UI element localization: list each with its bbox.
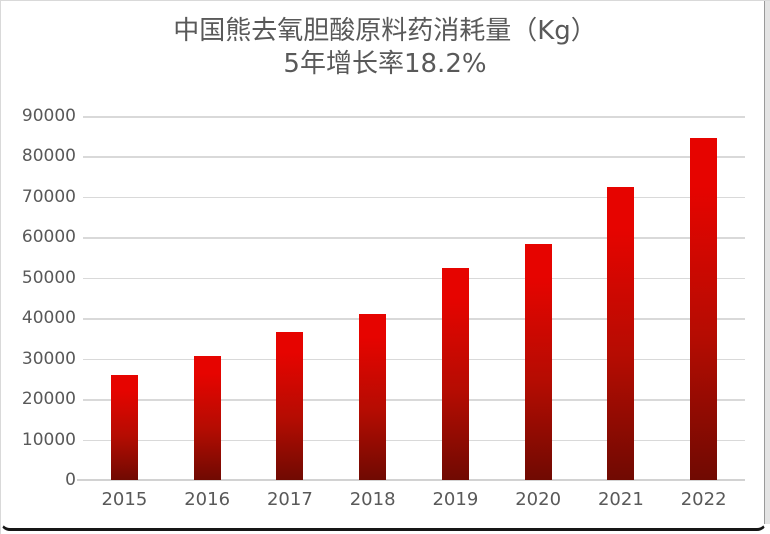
x-tick-label: 2018 [349,489,396,510]
y-tick-label: 0 [65,470,76,490]
chart-title: 中国熊去氧胆酸原料药消耗量（Kg） [173,16,597,46]
y-tick-label: 20000 [21,389,76,410]
y-tick-label: 50000 [21,267,76,288]
gridline [83,156,745,158]
gridline [83,399,745,401]
bar-2016 [193,355,221,480]
x-axis-line [77,479,745,481]
y-tick-label: 70000 [21,186,76,207]
gridline [83,277,745,280]
x-tick-label: 2019 [432,489,479,510]
bar-2015 [110,374,138,480]
bar-2018 [359,314,387,480]
y-tick-label: 40000 [21,308,76,329]
gridline [83,196,745,199]
x-tick-label: 2015 [101,489,148,510]
chart-title-block: 中国熊去氧胆酸原料药消耗量（Kg） 5年增长率18.2% [0,14,770,80]
x-tick-label: 2016 [184,489,231,510]
bar-2022 [690,137,718,480]
gridline [83,318,745,320]
bar-2021 [607,186,635,480]
y-axis: 0 10000 20000 30000 40000 50000 60000 70000 8000… [0,106,76,490]
bar-2017 [276,331,304,480]
y-tick-label: 10000 [21,429,76,450]
gridline [83,439,745,442]
x-tick-label: 2017 [266,489,313,510]
y-tick-label: 80000 [21,146,76,167]
y-tick-label: 60000 [21,227,76,248]
x-tick-label: 2022 [680,489,727,510]
bar-2019 [441,267,469,480]
bars [83,116,745,480]
x-tick-label: 2021 [597,489,644,510]
x-tick-label: 2020 [515,489,562,510]
gridlines [83,116,745,480]
gridline [83,237,745,239]
gridline [83,116,745,118]
x-axis: 2015 2016 2017 2018 2019 2020 2021 2022 [83,489,745,510]
bar-2020 [524,244,552,480]
plot-area [77,116,745,481]
chart-subtitle: 5年增长率18.2% [283,49,487,79]
gridline [83,358,745,361]
window-right-edge [764,0,770,524]
y-tick-label: 90000 [21,106,76,126]
y-tick-label: 30000 [21,348,76,369]
